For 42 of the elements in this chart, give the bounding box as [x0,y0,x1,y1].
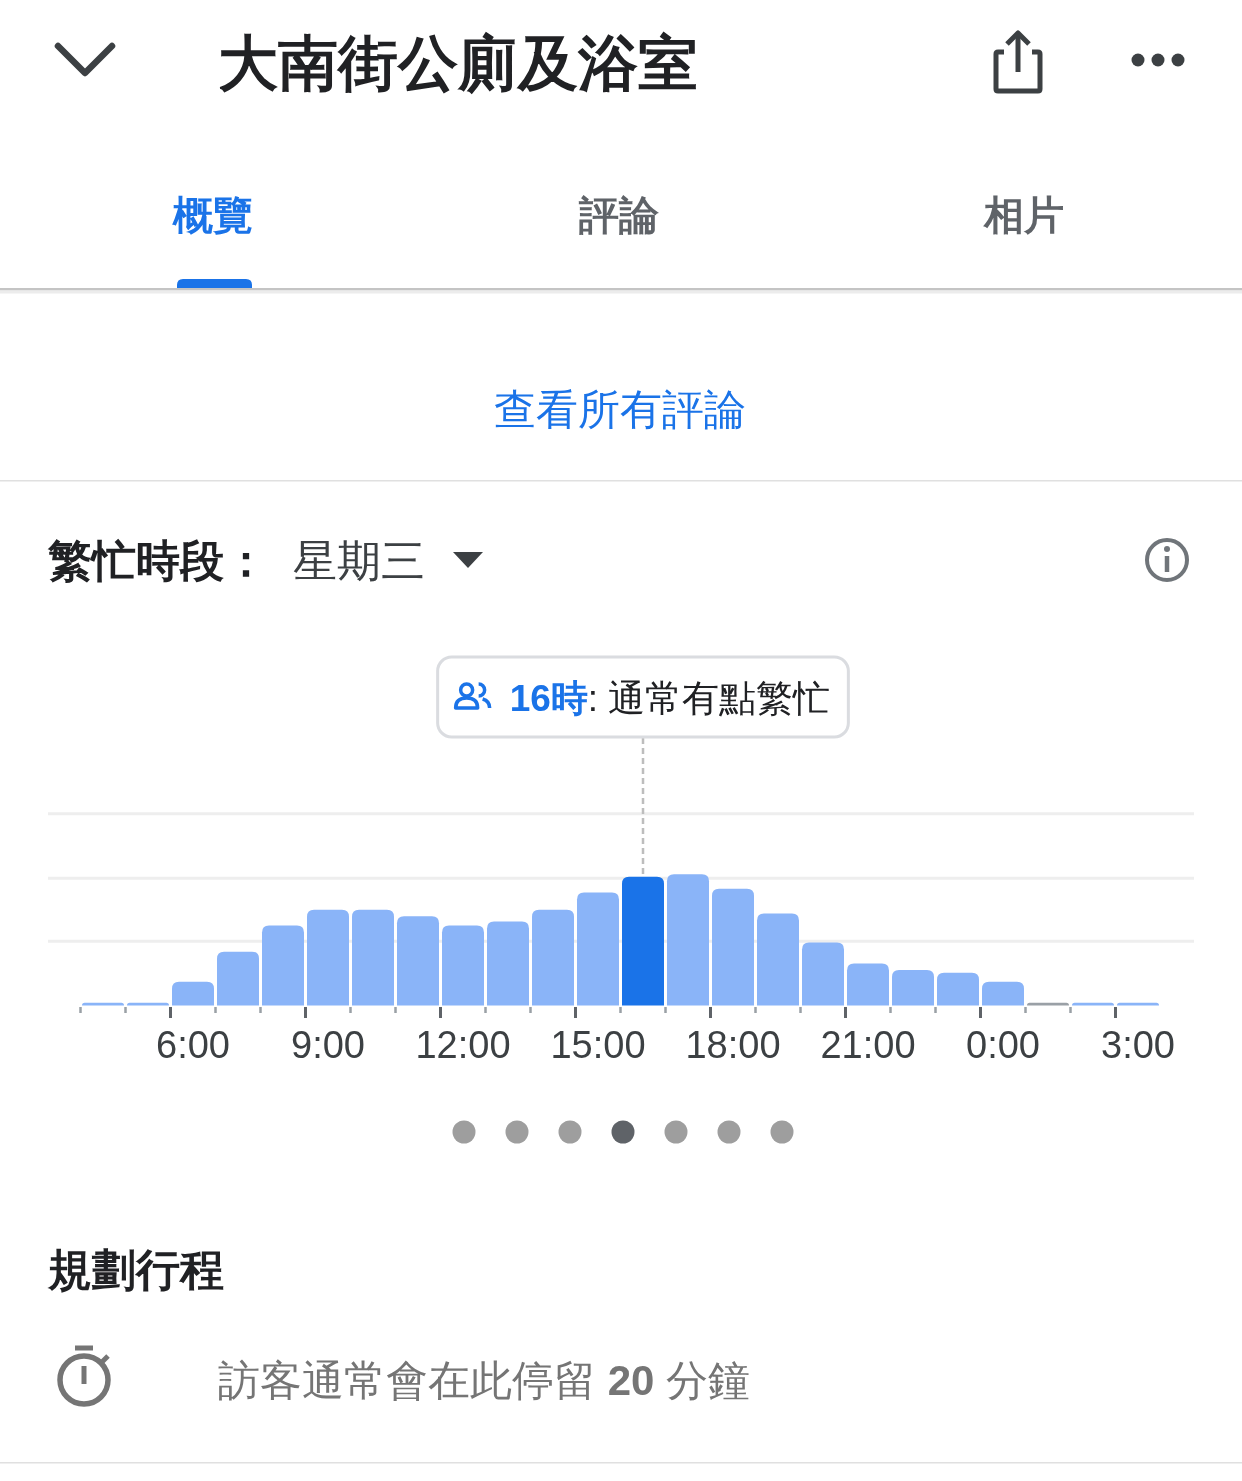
bar [352,909,394,1006]
bar [217,951,259,1006]
bar [982,981,1024,1006]
text: 訪客通常會在此停留 20 分鐘 [218,1357,751,1404]
bar [262,925,304,1006]
bar [307,909,349,1006]
bar [1117,1002,1159,1006]
text: 查看所有評論 [494,386,746,433]
x-tick-label: 12:00 [415,1024,511,1066]
bar [1027,1002,1069,1006]
text: 星期三 [293,536,425,585]
bar [487,921,529,1006]
text: 概覽 [172,193,253,237]
bar [667,874,709,1006]
bar [397,916,439,1006]
x-tick-label: 18:00 [685,1024,781,1066]
x-tick-label: 6:00 [156,1024,230,1066]
bar [532,909,574,1006]
text: 相片 [983,193,1064,237]
x-tick-label: 9:00 [291,1024,365,1066]
bar [82,1002,124,1006]
bar [757,913,799,1006]
bar [172,981,214,1006]
text: 評論 [578,193,660,237]
bar [577,892,619,1006]
x-tick-label: 3:00 [1101,1024,1175,1066]
chart-subtitle: 繁忙時段： [47,536,268,585]
bar [127,1002,169,1006]
tooltip: 16時: 通常有點繁忙 [436,655,850,739]
x-tick-label: 15:00 [550,1024,646,1066]
bar [442,925,484,1006]
bar [847,963,889,1006]
x-tick-label: 21:00 [820,1024,916,1066]
bar [622,876,664,1006]
chart-title: 大南街公廁及浴室 [218,30,698,97]
bar [1072,1002,1114,1006]
bar [892,970,934,1006]
bar [937,972,979,1006]
bar [712,888,754,1006]
bar [802,942,844,1006]
text: 規劃行程 [47,1245,224,1294]
x-tick-label: 0:00 [966,1024,1040,1066]
